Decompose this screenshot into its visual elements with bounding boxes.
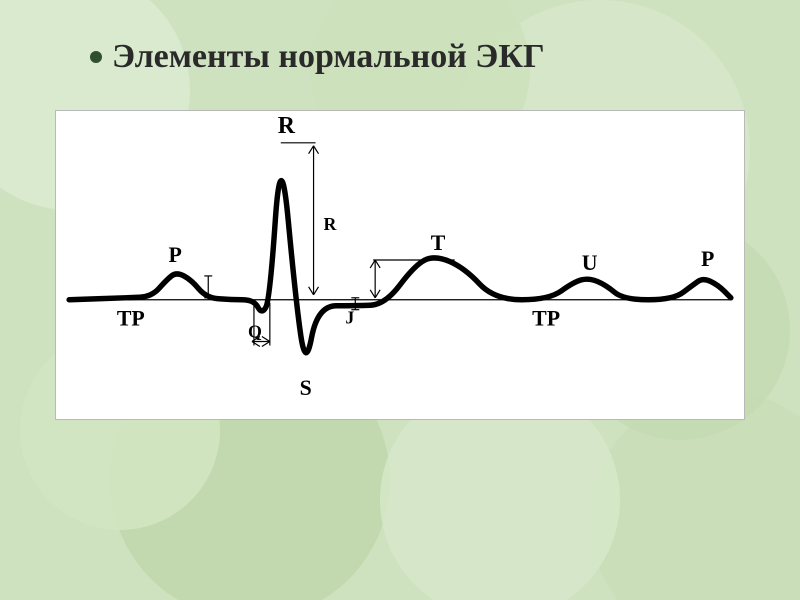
wave-label-TP: TP bbox=[117, 307, 145, 331]
wave-label-S: S bbox=[300, 376, 312, 400]
wave-label-P: P bbox=[701, 247, 714, 271]
measure-label-R-height: R bbox=[323, 214, 337, 234]
wave-label-T: T bbox=[431, 231, 446, 255]
wave-label-P: P bbox=[169, 243, 182, 267]
slide: Элементы нормальной ЭКГ R Q J R P P TP TP S T U bbox=[0, 0, 800, 600]
ecg-figure: R Q J R P P TP TP S T U bbox=[55, 110, 745, 420]
slide-title: Элементы нормальной ЭКГ bbox=[112, 38, 545, 76]
ecg-diagram: R Q J R P P TP TP S T U bbox=[56, 111, 744, 419]
title-row: Элементы нормальной ЭКГ bbox=[90, 38, 545, 76]
wave-label-TP: TP bbox=[532, 307, 560, 331]
wave-label-U: U bbox=[582, 251, 598, 275]
measure-label-J-bracket: J bbox=[345, 308, 354, 328]
wave-label-R: R bbox=[278, 113, 296, 139]
bullet-icon bbox=[90, 51, 102, 63]
measure-label-Q-width: Q bbox=[248, 322, 262, 342]
